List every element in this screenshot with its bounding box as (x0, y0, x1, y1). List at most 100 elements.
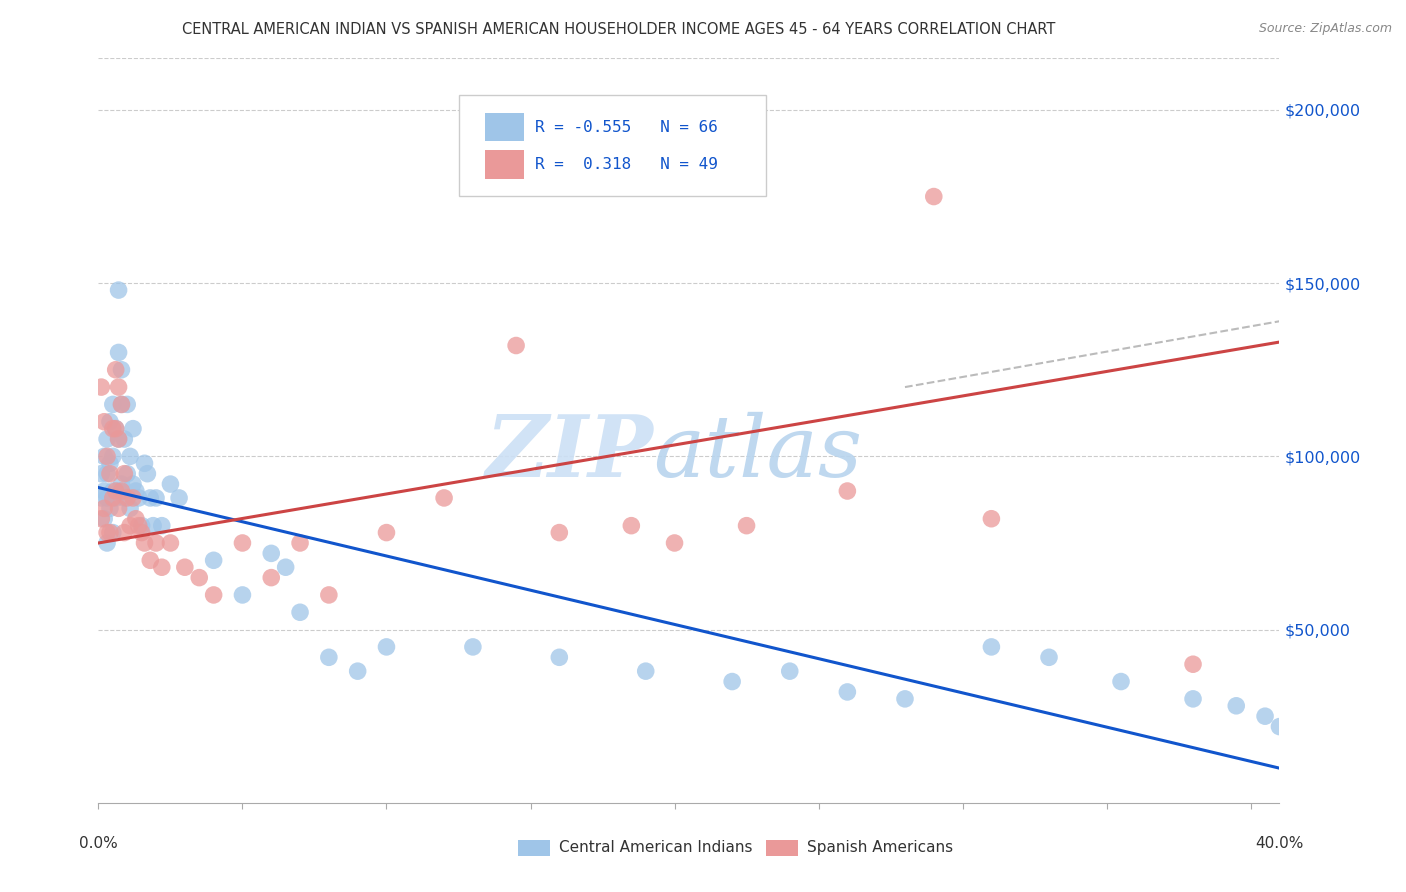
Point (112, 467, 135, 481)
Point (107, 345, 129, 359)
Point (721, 674, 744, 689)
Point (104, 491, 127, 505)
Point (139, 553, 162, 567)
Point (260, 546, 283, 560)
Point (107, 483, 129, 498)
Point (112, 525, 135, 540)
Point (1038, 650, 1060, 665)
Point (136, 467, 159, 481)
Point (837, 483, 859, 498)
Point (98, 525, 121, 540)
Point (548, 650, 571, 665)
Point (202, 553, 225, 567)
Point (288, 605, 311, 619)
Point (90, 380, 112, 394)
Point (980, 512, 1002, 526)
Point (1225, 698, 1247, 713)
Point (90, 467, 112, 481)
Point (115, 467, 138, 481)
Point (98, 467, 121, 481)
FancyBboxPatch shape (458, 95, 766, 195)
Text: 40.0%: 40.0% (1256, 837, 1303, 851)
Point (1254, 709, 1277, 723)
Text: R = -0.555   N = 66: R = -0.555 N = 66 (536, 120, 718, 135)
Point (134, 456, 156, 470)
Point (318, 588, 340, 602)
Point (922, 189, 945, 203)
Point (110, 477, 132, 491)
Text: Spanish Americans: Spanish Americans (807, 840, 953, 855)
Point (110, 397, 132, 411)
Point (375, 525, 398, 540)
Point (93, 450, 115, 464)
Point (96, 432, 118, 446)
Point (104, 422, 127, 436)
Point (159, 536, 181, 550)
Point (131, 525, 153, 540)
Point (125, 512, 148, 526)
Point (101, 422, 124, 436)
Point (125, 483, 148, 498)
Text: CENTRAL AMERICAN INDIAN VS SPANISH AMERICAN HOUSEHOLDER INCOME AGES 45 - 64 YEAR: CENTRAL AMERICAN INDIAN VS SPANISH AMERI… (181, 22, 1056, 37)
FancyBboxPatch shape (517, 840, 550, 856)
Point (620, 518, 643, 533)
Text: Central American Indians: Central American Indians (560, 840, 752, 855)
Point (98, 456, 121, 470)
Point (231, 588, 253, 602)
FancyBboxPatch shape (485, 151, 523, 178)
Point (98, 415, 121, 429)
Point (101, 397, 124, 411)
Point (112, 432, 135, 446)
Point (139, 491, 162, 505)
Point (145, 491, 167, 505)
Point (167, 491, 190, 505)
Text: 0.0%: 0.0% (79, 837, 118, 851)
Point (288, 536, 311, 550)
Point (93, 483, 115, 498)
Point (120, 450, 142, 464)
Point (779, 664, 801, 678)
Point (104, 363, 127, 377)
Point (96, 450, 118, 464)
Point (90, 512, 112, 526)
Point (115, 397, 138, 411)
Point (548, 525, 571, 540)
Point (93, 512, 115, 526)
Point (107, 283, 129, 297)
Point (1109, 674, 1132, 689)
Point (112, 491, 135, 505)
Point (173, 560, 195, 574)
Point (101, 525, 124, 540)
Point (110, 483, 132, 498)
Point (107, 380, 129, 394)
Point (128, 518, 150, 533)
Point (101, 483, 124, 498)
Point (131, 518, 153, 533)
Point (735, 518, 758, 533)
Point (128, 491, 150, 505)
Point (120, 518, 142, 533)
Point (202, 588, 225, 602)
Point (634, 664, 657, 678)
Text: Source: ZipAtlas.com: Source: ZipAtlas.com (1258, 22, 1392, 36)
Point (664, 536, 686, 550)
Point (122, 422, 145, 436)
Point (122, 477, 145, 491)
Point (318, 650, 340, 665)
Point (107, 432, 129, 446)
Point (980, 640, 1002, 654)
FancyBboxPatch shape (766, 840, 797, 856)
FancyBboxPatch shape (485, 113, 523, 142)
Point (96, 467, 118, 481)
Point (433, 491, 456, 505)
Point (110, 363, 132, 377)
Point (134, 536, 156, 550)
Text: R =  0.318   N = 49: R = 0.318 N = 49 (536, 157, 718, 172)
Point (110, 397, 132, 411)
Point (274, 560, 297, 574)
Point (96, 536, 118, 550)
Point (96, 491, 118, 505)
Point (1182, 691, 1205, 706)
Point (159, 477, 181, 491)
Point (260, 571, 283, 585)
